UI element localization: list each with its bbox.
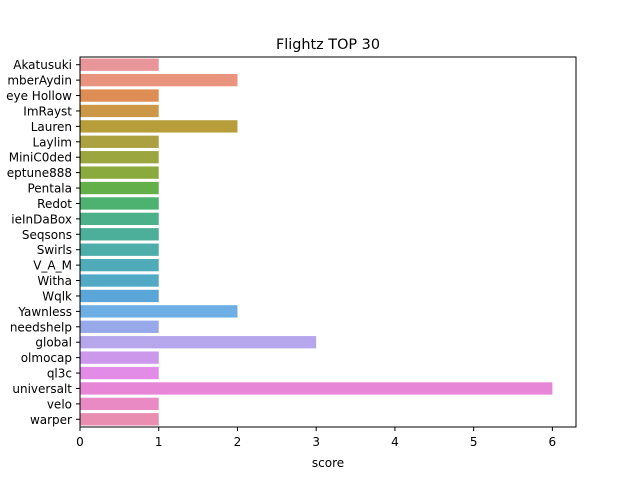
bar xyxy=(80,382,553,395)
bar xyxy=(80,336,317,349)
y-tick-label: warper xyxy=(30,413,72,427)
x-axis-ticks: 0 1 2 3 4 5 6 xyxy=(76,427,556,449)
plot-frame xyxy=(79,56,577,428)
x-tick-label: 4 xyxy=(391,435,399,449)
bar xyxy=(80,274,159,287)
bar xyxy=(80,305,238,318)
bar xyxy=(80,397,159,411)
bar xyxy=(80,413,159,426)
bar xyxy=(80,320,159,333)
y-tick-label: Pentala xyxy=(27,182,72,196)
bar xyxy=(80,243,159,256)
bar xyxy=(80,104,159,118)
bar xyxy=(80,151,159,164)
bar xyxy=(80,366,159,380)
y-tick-label: Akatusuki xyxy=(13,58,72,72)
bar xyxy=(80,228,159,241)
y-tick-label: universalt xyxy=(12,382,72,396)
y-tick-label: ieInDaBox xyxy=(11,212,72,226)
y-tick-label: ql3c xyxy=(47,367,72,381)
y-tick-label: Lauren xyxy=(31,120,72,134)
y-tick-label: MiniC0ded xyxy=(9,151,72,165)
y-tick-label: eye Hollow xyxy=(6,89,72,103)
x-tick-label: 2 xyxy=(234,435,242,449)
y-tick-label: Wqlk xyxy=(42,289,72,303)
bar xyxy=(80,58,159,71)
bar xyxy=(80,258,159,272)
bar xyxy=(80,120,238,133)
x-tick-label: 1 xyxy=(155,435,163,449)
bar xyxy=(80,89,159,102)
bar xyxy=(80,197,159,210)
y-tick-label: olmocap xyxy=(21,351,72,365)
bar xyxy=(80,166,159,179)
y-tick-label: eptune888 xyxy=(7,166,72,180)
y-tick-label: velo xyxy=(47,397,72,411)
y-tick-label: global xyxy=(35,336,72,350)
y-tick-label: needshelp xyxy=(10,320,72,334)
bar xyxy=(80,212,159,226)
bar xyxy=(80,181,159,195)
bars-group xyxy=(80,58,553,426)
x-tick-label: 5 xyxy=(470,435,478,449)
bar xyxy=(80,73,238,87)
y-tick-label: Witha xyxy=(37,274,72,288)
y-tick-label: Redot xyxy=(37,197,72,211)
x-tick-label: 0 xyxy=(76,435,84,449)
chart-title: Flightz TOP 30 xyxy=(276,37,380,53)
y-tick-label: Laylim xyxy=(33,135,73,149)
x-tick-label: 6 xyxy=(549,435,557,449)
y-tick-label: Swirls xyxy=(37,243,72,257)
y-tick-label: Seqsons xyxy=(22,228,72,242)
y-tick-label: Yawnless xyxy=(17,305,72,319)
y-tick-label: ImRayst xyxy=(23,104,72,118)
y-tick-label: V_A_M xyxy=(33,259,72,273)
bar xyxy=(80,351,159,364)
bar xyxy=(80,135,159,148)
x-axis-label: score xyxy=(312,456,344,470)
y-tick-label: mberAydin xyxy=(7,74,72,88)
bar xyxy=(80,289,159,303)
x-tick-label: 3 xyxy=(312,435,320,449)
